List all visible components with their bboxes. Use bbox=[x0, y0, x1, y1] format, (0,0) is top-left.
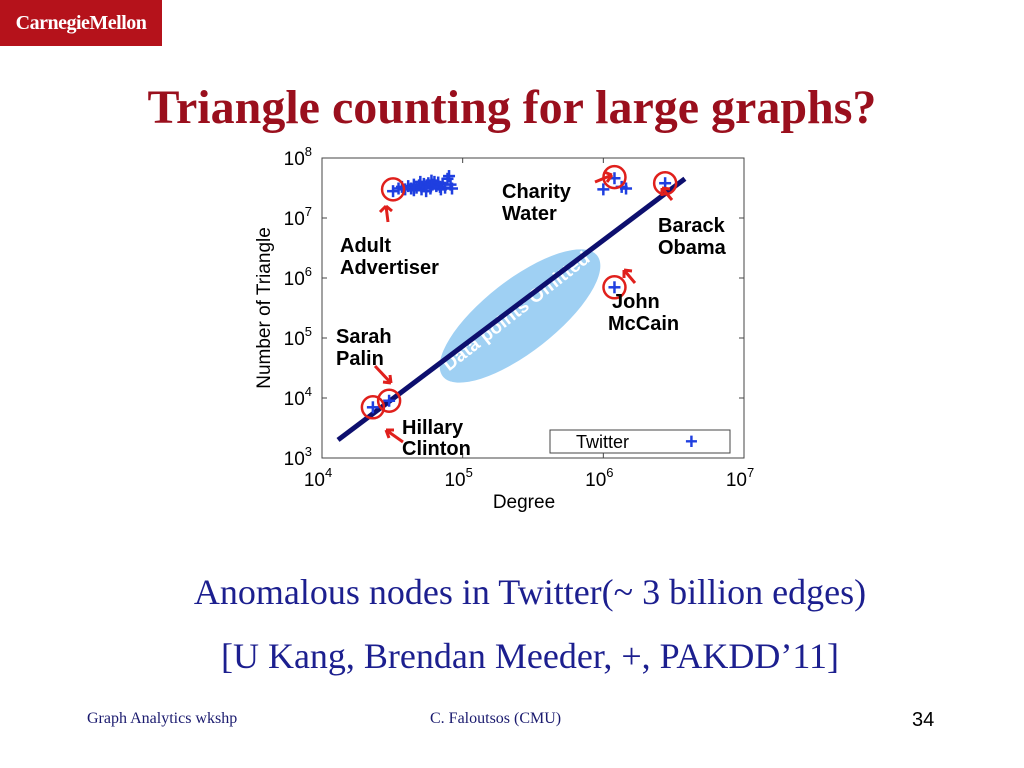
x-tick-label: 104 bbox=[304, 465, 332, 491]
x-tick-exponent: 4 bbox=[325, 465, 332, 480]
point-labels: Adult Advertiser Charity Water Barack Ob… bbox=[336, 181, 730, 460]
y-tick-exponent: 8 bbox=[305, 144, 312, 159]
annotation-arrows bbox=[373, 170, 674, 444]
data-points bbox=[366, 170, 672, 414]
data-point bbox=[443, 170, 456, 183]
data-point bbox=[608, 281, 621, 294]
footer-center: C. Faloutsos (CMU) bbox=[430, 710, 562, 727]
arrow-charity-water bbox=[594, 170, 614, 184]
x-tick-exponent: 7 bbox=[747, 465, 754, 480]
arrow-barack-obama bbox=[660, 186, 674, 201]
data-point bbox=[387, 185, 400, 198]
label-sarah: Sarah bbox=[336, 326, 392, 348]
highlight-circle bbox=[360, 395, 386, 420]
arrow-sarah-palin bbox=[373, 364, 393, 385]
y-tick-label: 105 bbox=[284, 324, 312, 350]
y-tick-label: 106 bbox=[284, 264, 312, 290]
data-point bbox=[420, 185, 433, 198]
x-axis-label: Degree bbox=[493, 492, 555, 513]
highlight-circle bbox=[376, 388, 402, 413]
triangle-degree-scatter-chart: Data points Omitted 104 105 106 107 1031041… bbox=[254, 144, 754, 513]
slide-title: Triangle counting for large graphs? bbox=[147, 81, 877, 134]
label-advertiser: Advertiser bbox=[340, 257, 439, 279]
arrow-john-mccain bbox=[622, 268, 637, 284]
label-adult: Adult bbox=[340, 235, 391, 257]
label-barack: Barack bbox=[658, 215, 726, 237]
label-obama: Obama bbox=[658, 237, 727, 259]
y-tick-exponent: 3 bbox=[305, 444, 312, 459]
label-charity: Charity bbox=[502, 181, 572, 203]
data-point bbox=[620, 182, 633, 195]
label-clinton: Clinton bbox=[402, 438, 471, 460]
x-tick-label: 107 bbox=[726, 465, 754, 491]
label-sarah-palin: Sarah Palin bbox=[336, 326, 397, 370]
label-palin: Palin bbox=[336, 348, 384, 370]
label-water: Water bbox=[502, 203, 557, 225]
y-tick-exponent: 5 bbox=[305, 324, 312, 339]
data-point bbox=[366, 401, 379, 414]
highlight-circle bbox=[652, 170, 678, 196]
data-point bbox=[414, 175, 427, 188]
y-tick-label: 107 bbox=[284, 204, 312, 230]
caption-line-1: Anomalous nodes in Twitter(~ 3 billion e… bbox=[193, 572, 867, 612]
highlight-circle bbox=[380, 177, 406, 202]
x-tick-exponent: 5 bbox=[466, 465, 473, 480]
omitted-ellipse bbox=[439, 249, 601, 383]
x-tick-exponent: 6 bbox=[606, 465, 613, 480]
y-tick-label: 104 bbox=[284, 384, 312, 410]
x-tick-label: 105 bbox=[444, 465, 472, 491]
footer-left: Graph Analytics wkshp bbox=[87, 710, 238, 727]
label-hillary: Hillary bbox=[402, 417, 464, 439]
legend-label: Twitter bbox=[576, 432, 629, 452]
arrow-adult-advertiser bbox=[378, 204, 393, 223]
caption-line-2: [U Kang, Brendan Meeder, +, PAKDD’11] bbox=[220, 636, 840, 676]
y-tick-exponent: 6 bbox=[305, 264, 312, 279]
y-tick-label: 108 bbox=[284, 144, 312, 170]
highlight-circle bbox=[602, 275, 627, 300]
arrow-hillary-clinton bbox=[384, 428, 404, 444]
highlight-circles bbox=[360, 164, 678, 420]
y-axis-label: Number of Triangle bbox=[254, 227, 275, 389]
data-point bbox=[425, 174, 438, 187]
legend-box bbox=[549, 429, 731, 454]
y-tick-exponent: 4 bbox=[305, 384, 312, 399]
x-axis-ticks: 104 105 106 107 bbox=[304, 158, 754, 491]
data-point bbox=[597, 183, 610, 196]
label-barack-obama: Barack Obama bbox=[658, 215, 730, 259]
label-charity-water: Charity Water bbox=[502, 181, 576, 225]
legend: Twitter + bbox=[549, 429, 731, 454]
y-tick-label: 103 bbox=[284, 444, 312, 470]
carnegie-mellon-logo: CarnegieMellon bbox=[0, 0, 162, 46]
label-john: John bbox=[612, 291, 660, 313]
data-point bbox=[407, 184, 420, 197]
label-mccain: McCain bbox=[608, 313, 679, 335]
y-tick-exponent: 7 bbox=[305, 204, 312, 219]
page-number: 34 bbox=[912, 709, 935, 731]
label-john-mccain: John McCain bbox=[608, 291, 679, 335]
legend-marker: + bbox=[685, 429, 698, 454]
label-hillary-clinton: Hillary Clinton bbox=[402, 417, 471, 460]
label-adult-advertiser: Adult Advertiser bbox=[340, 235, 439, 279]
fit-line bbox=[336, 176, 687, 442]
data-point bbox=[383, 394, 396, 407]
data-point bbox=[434, 183, 447, 196]
x-tick-label: 106 bbox=[585, 465, 613, 491]
data-point bbox=[446, 182, 459, 195]
